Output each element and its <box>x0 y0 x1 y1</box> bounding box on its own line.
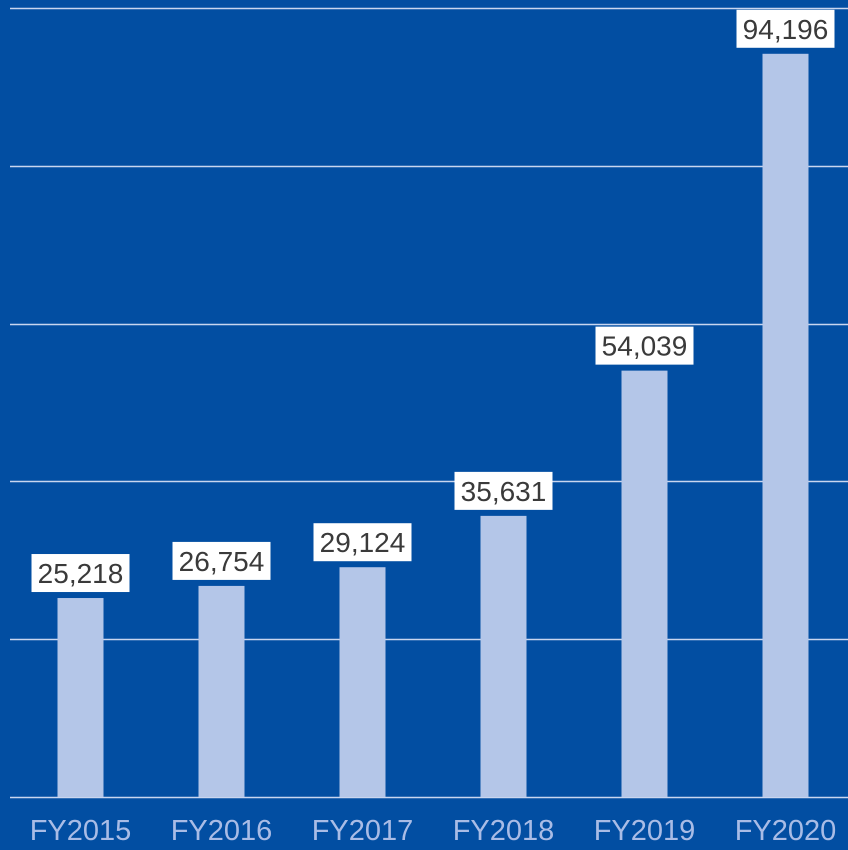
value-label-box <box>313 523 412 562</box>
x-tick-label-fy2016: FY2016 <box>171 815 273 847</box>
value-label-box <box>595 326 694 365</box>
value-label-fy2020: 94,196 <box>736 9 835 48</box>
value-label-text: 35,631 <box>461 476 547 507</box>
x-tick-label-fy2020: FY2020 <box>735 815 837 847</box>
value-label-text: 94,196 <box>743 14 829 45</box>
value-label-text: 26,754 <box>179 546 265 577</box>
bar-fy2016 <box>198 585 245 797</box>
gridlines <box>10 7 848 799</box>
bar-fy2017 <box>339 567 386 797</box>
bar-fy2015 <box>57 598 104 797</box>
value-label-box <box>454 471 553 510</box>
x-tick-label-fy2017: FY2017 <box>312 815 414 847</box>
value-label-text: 25,218 <box>38 558 124 589</box>
x-axis-tick-labels: FY2015 FY2016 FY2017 FY2018 FY2019 FY2020 <box>30 815 837 847</box>
x-tick-label-fy2015: FY2015 <box>30 815 132 847</box>
value-label-fy2018: 35,631 <box>454 471 553 510</box>
value-label-box <box>736 9 835 48</box>
value-label-fy2015: 25,218 <box>31 554 130 593</box>
value-label-text: 29,124 <box>320 527 406 558</box>
bars <box>57 53 809 797</box>
bar-fy2020 <box>762 53 809 797</box>
x-tick-label-fy2019: FY2019 <box>594 815 696 847</box>
value-label-text: 54,039 <box>602 331 688 362</box>
value-label-box <box>31 554 130 593</box>
value-label-fy2019: 54,039 <box>595 326 694 365</box>
value-labels: 25,218 26,754 29,124 35,631 54,039 94,196 <box>31 9 835 593</box>
bar-fy2018 <box>480 515 527 797</box>
value-label-box <box>172 541 271 580</box>
x-tick-label-fy2018: FY2018 <box>453 815 555 847</box>
bar-fy2019 <box>621 370 668 797</box>
value-label-fy2016: 26,754 <box>172 541 271 580</box>
value-label-fy2017: 29,124 <box>313 523 412 562</box>
